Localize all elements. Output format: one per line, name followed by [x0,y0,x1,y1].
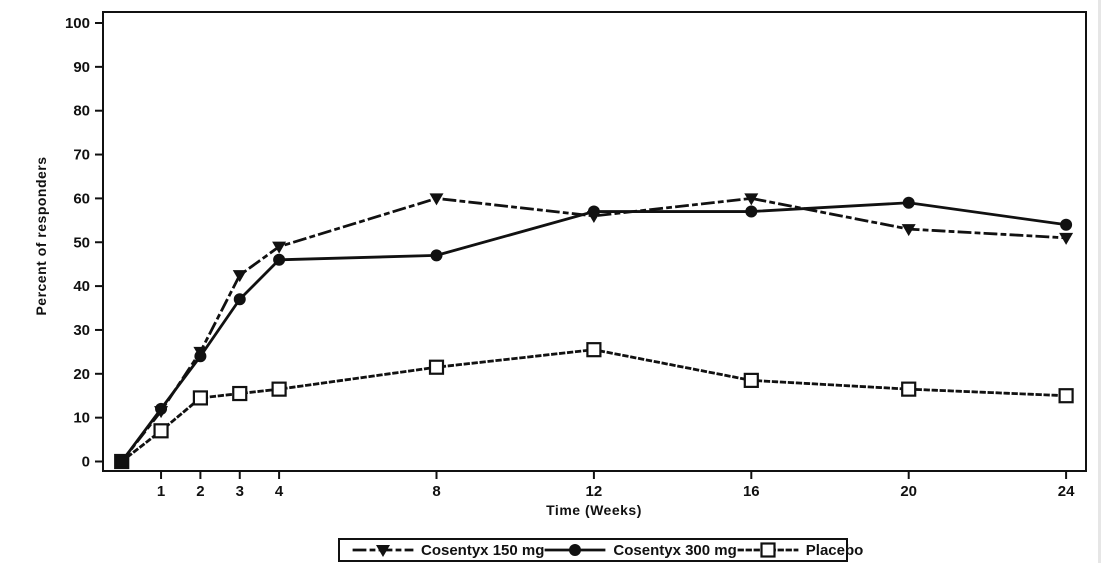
svg-text:30: 30 [73,322,90,339]
svg-text:80: 80 [73,103,90,120]
legend-label-cosentyx-300mg: Cosentyx 300 mg [613,541,737,559]
x-axis-ticks: 1 2 3 4 8 12 16 20 24 [157,471,1075,500]
svg-text:20: 20 [73,366,90,383]
svg-text:0: 0 [82,454,90,471]
legend-label-placebo: Placebo [805,541,864,559]
dotted-square-line-icon [737,542,799,558]
svg-text:16: 16 [743,483,760,500]
svg-text:8: 8 [432,483,440,500]
page-edge-line [1098,0,1101,563]
svg-text:90: 90 [73,59,90,76]
svg-text:24: 24 [1058,483,1075,500]
svg-text:50: 50 [73,234,90,251]
series-placebo [114,342,1074,470]
chart-legend: Cosentyx 150 mg Cosentyx 300 mg Placebo [338,538,863,562]
svg-text:1: 1 [157,483,165,500]
svg-text:100: 100 [65,15,90,32]
svg-text:4: 4 [275,483,284,500]
svg-text:10: 10 [73,410,90,427]
y-axis-title: Percent of responders [33,156,49,316]
dash-dot-triangle-line-icon [352,545,414,557]
solid-circle-line-icon [544,544,606,556]
svg-text:3: 3 [236,483,244,500]
legend-item-placebo: Placebo [737,541,864,559]
series-cosentyx-300-mg [115,196,1073,468]
series-cosentyx-150-mg [114,193,1074,469]
svg-text:2: 2 [196,483,204,500]
svg-text:60: 60 [73,190,90,207]
legend-label-cosentyx-150mg: Cosentyx 150 mg [421,541,545,559]
x-axis-title: Time (Weeks) [546,502,642,518]
svg-text:20: 20 [900,483,917,500]
legend-item-cosentyx-300mg: Cosentyx 300 mg [544,541,737,559]
svg-text:40: 40 [73,278,90,295]
svg-text:12: 12 [586,483,603,500]
legend-item-cosentyx-150mg: Cosentyx 150 mg [352,541,544,559]
y-axis-ticks: 0 10 20 30 40 50 60 70 80 90 100 [65,15,103,471]
svg-text:70: 70 [73,147,90,164]
